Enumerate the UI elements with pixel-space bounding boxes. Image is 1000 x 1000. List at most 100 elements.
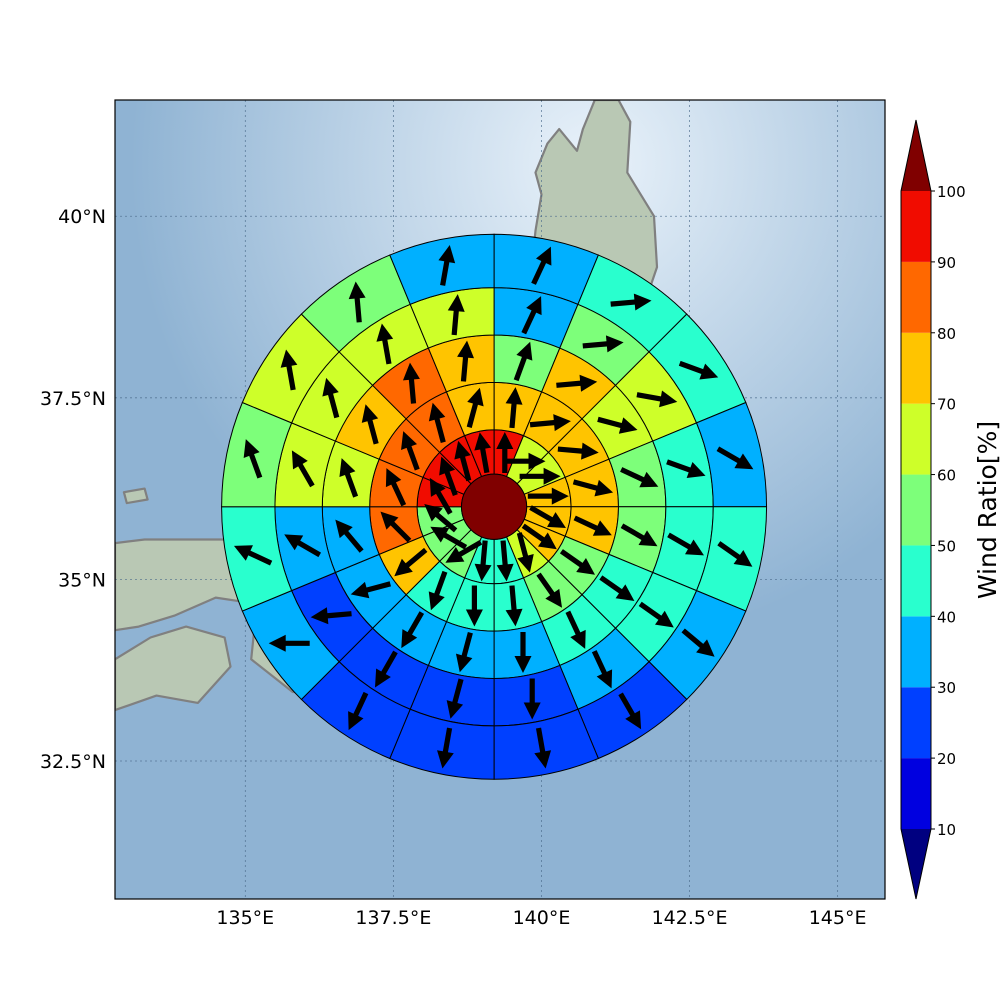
wind-arrow-ring3-6 <box>565 610 586 649</box>
latitude-tick-labels: 32.5°N 35°N 37.5°N 40°N <box>40 206 106 773</box>
wind-arrow-ring1-8 <box>474 540 492 582</box>
sector-ring5-15 <box>389 233 495 305</box>
wind-arrow-ring2-8 <box>465 585 483 627</box>
wind-arrow-ring4-8 <box>446 678 464 719</box>
wind-arrow-ring1-11 <box>424 504 458 533</box>
wind-arrow-ring4-10 <box>310 607 352 625</box>
colorbar-bin <box>901 687 931 759</box>
wind-arrow-ring2-4 <box>573 515 612 536</box>
wind-arrow-ring3-13 <box>361 404 379 445</box>
wind-arrow-ring3-10 <box>350 581 391 599</box>
latitude-tick-label: 40°N <box>58 206 106 228</box>
wind-arrow-ring2-1 <box>529 414 571 432</box>
wind-arrow-ring4-7 <box>523 678 541 720</box>
wind-arrow-ring4-0 <box>521 296 542 335</box>
wind-arrow-ring3-15 <box>457 340 475 382</box>
colorbar-tick-label: 90 <box>937 254 956 272</box>
wind-arrow-ring2-5 <box>559 549 596 575</box>
wind-arrow-ring5-13 <box>280 349 298 391</box>
wind-arrow-ring5-14 <box>348 281 366 323</box>
colorbar-bin <box>901 545 931 617</box>
wind-arrow-ring2-6 <box>536 572 563 608</box>
wind-arrow-ring1-7 <box>496 540 514 582</box>
wind-arrow-ring5-4 <box>717 541 753 567</box>
axes-frame <box>114 99 886 900</box>
wind-arrow-ring4-4 <box>667 532 704 556</box>
colorbar-bin <box>901 261 931 333</box>
colorbar-bin <box>901 616 931 688</box>
colorbar-tick-label: 60 <box>937 467 956 485</box>
map-axes: 135°E 137.5°E 140°E 142.5°E 145°E 32.5°N 35°N… <box>40 99 886 929</box>
colorbar-tick-label: 80 <box>937 325 956 343</box>
colorbar-tick-label: 100 <box>937 183 966 201</box>
wind-arrow-ring3-7 <box>514 632 532 673</box>
wind-arrow-ring5-6 <box>618 692 642 730</box>
wind-arrow-ring1-9 <box>445 540 483 563</box>
wind-arrow-ring5-3 <box>716 446 754 470</box>
wind-arrow-ring1-1 <box>504 452 546 470</box>
wind-arrow-ring3-5 <box>599 575 635 602</box>
longitude-tick-label: 137.5°E <box>355 907 431 929</box>
polar-sector-grid <box>221 233 768 780</box>
center-circle <box>461 473 528 540</box>
wind-arrow-ring5-1 <box>610 293 652 311</box>
wind-arrow-ring2-10 <box>394 547 428 577</box>
wind-arrow-ring5-12 <box>243 439 263 479</box>
wind-arrow-ring3-3 <box>620 467 659 488</box>
wind-arrow-ring1-0 <box>496 432 514 473</box>
wind-arrow-ring2-13 <box>401 431 420 471</box>
colorbar-tick-label: 70 <box>937 396 956 414</box>
wind-arrow-ring1-6 <box>516 532 534 573</box>
wind-arrow-ring1-10 <box>430 526 468 550</box>
wind-arrow-ring4-1 <box>582 335 624 353</box>
wind-arrow-ring4-11 <box>284 534 322 558</box>
wind-arrow-ring2-9 <box>428 570 448 611</box>
colorbar-label: Wind Ratio[%] <box>973 421 1000 599</box>
wind-arrow-ring3-12 <box>339 458 359 498</box>
colorbar-tick-label: 40 <box>937 608 956 626</box>
longitude-tick-label: 140°E <box>513 907 571 929</box>
wind-arrow-ring4-6 <box>591 650 613 689</box>
wind-arrow-ring1-2 <box>519 467 561 485</box>
wind-arrow-ring1-3 <box>527 487 569 505</box>
wind-arrow-ring5-11 <box>233 545 273 566</box>
wind-arrow-layer <box>233 245 754 769</box>
wind-arrow-ring3-1 <box>556 374 598 392</box>
wind-arrow-ring5-10 <box>268 634 310 652</box>
wind-arrow-ring5-5 <box>681 628 715 657</box>
latitude-tick-label: 32.5°N <box>40 751 106 773</box>
wind-arrow-ring2-15 <box>466 387 484 428</box>
wind-arrow-ring2-2 <box>557 442 599 460</box>
colorbar-bin <box>901 474 931 546</box>
wind-arrow-ring3-11 <box>335 519 364 553</box>
wind-arrow-ring1-15 <box>474 432 492 474</box>
colorbar-bin <box>901 758 931 829</box>
wind-arrow-ring5-2 <box>678 360 719 380</box>
wind-arrow-ring3-0 <box>513 341 533 382</box>
wind-arrow-ring3-14 <box>402 362 420 404</box>
wind-arrow-ring5-15 <box>438 245 456 286</box>
wind-arrow-ring4-9 <box>375 650 398 688</box>
colorbar-bin <box>901 403 931 475</box>
wind-arrow-ring4-12 <box>291 450 315 488</box>
wind-arrow-ring4-13 <box>322 377 340 419</box>
colorbar: 10 20 30 40 50 60 70 80 90 100 <box>900 119 966 900</box>
wind-arrow-ring3-9 <box>401 611 425 649</box>
wind-arrow-ring2-3 <box>572 479 614 497</box>
wind-arrow-ring3-4 <box>620 523 658 547</box>
wind-arrow-ring1-4 <box>529 505 566 528</box>
colorbar-tick-label: 20 <box>937 750 956 768</box>
landmass-island <box>122 487 149 505</box>
colorbar-extend-max <box>901 120 931 191</box>
wind-arrow-ring3-8 <box>455 632 473 673</box>
wind-arrow-ring1-12 <box>429 477 453 515</box>
latitude-tick-label: 35°N <box>58 569 106 591</box>
wind-arrow-ring2-11 <box>380 511 412 543</box>
wind-arrow-ring1-13 <box>439 456 458 496</box>
colorbar-tick-label: 30 <box>937 679 956 697</box>
wind-arrow-ring3-2 <box>597 416 638 434</box>
longitude-tick-labels: 135°E 137.5°E 140°E 142.5°E 145°E <box>216 907 866 929</box>
colorbar-tick-label: 10 <box>937 821 956 839</box>
wind-arrow-ring1-5 <box>521 523 557 550</box>
